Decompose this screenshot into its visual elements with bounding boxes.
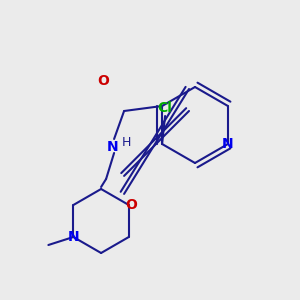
Text: N: N <box>68 230 79 244</box>
Text: N: N <box>222 137 234 151</box>
Text: Cl: Cl <box>158 101 172 115</box>
Text: O: O <box>125 198 137 212</box>
Text: N: N <box>106 140 118 154</box>
Text: O: O <box>97 74 109 88</box>
Text: H: H <box>122 136 131 149</box>
